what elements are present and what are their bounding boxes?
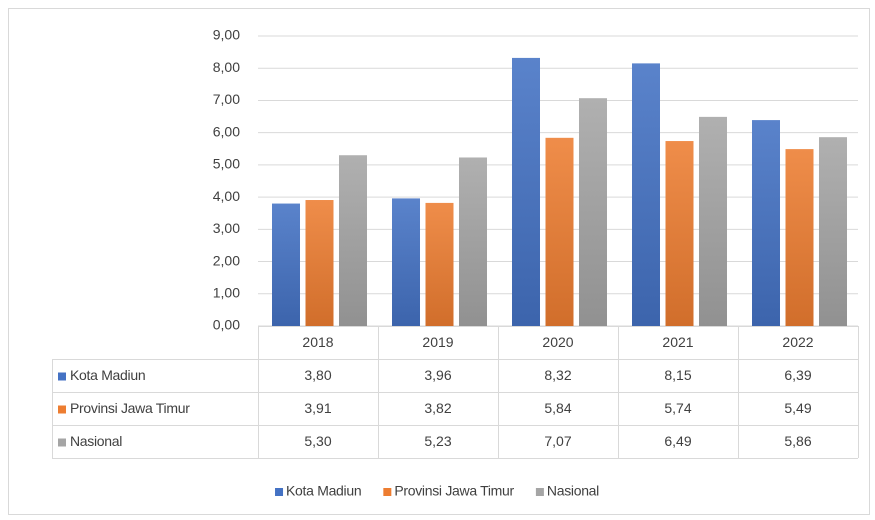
bar bbox=[665, 141, 694, 326]
row-label: Nasional bbox=[70, 433, 122, 449]
legend-key bbox=[535, 488, 544, 496]
table-value: 7,07 bbox=[544, 433, 571, 449]
table-value: 3,80 bbox=[304, 367, 331, 383]
legend-label: Kota Madiun bbox=[286, 483, 361, 499]
bar bbox=[459, 157, 487, 326]
table-value: 6,39 bbox=[784, 367, 811, 383]
bar bbox=[392, 198, 420, 326]
table-value: 5,23 bbox=[424, 433, 451, 449]
table-value: 5,84 bbox=[544, 400, 571, 416]
table-value: 8,15 bbox=[664, 367, 691, 383]
x-tick-label: 2021 bbox=[662, 334, 693, 350]
y-tick-label: 6,00 bbox=[213, 123, 240, 139]
bar bbox=[305, 200, 334, 326]
table-value: 3,91 bbox=[304, 400, 331, 416]
table-value: 6,49 bbox=[664, 433, 691, 449]
y-tick-label: 8,00 bbox=[213, 59, 240, 75]
table-value: 5,30 bbox=[304, 433, 331, 449]
bar bbox=[512, 57, 540, 327]
y-tick-label: 3,00 bbox=[213, 220, 240, 236]
legend-key bbox=[58, 438, 66, 447]
x-tick-label: 2018 bbox=[302, 334, 333, 350]
legend: Kota Madiun Provinsi Jawa Timur Nasional bbox=[275, 483, 599, 499]
legend-key bbox=[58, 372, 66, 381]
y-tick-label: 4,00 bbox=[213, 188, 240, 204]
bar bbox=[752, 120, 780, 326]
table-value: 8,32 bbox=[544, 367, 571, 383]
legend-label: Provinsi Jawa Timur bbox=[394, 483, 514, 499]
legend-label: Nasional bbox=[547, 483, 599, 499]
row-label: Kota Madiun bbox=[70, 367, 145, 383]
bar bbox=[819, 137, 847, 326]
bar bbox=[579, 98, 607, 326]
bar bbox=[545, 137, 574, 326]
table-value: 5,74 bbox=[664, 400, 691, 416]
y-tick-label: 1,00 bbox=[213, 284, 240, 300]
y-tick-label: 9,00 bbox=[213, 27, 240, 43]
legend-key bbox=[383, 488, 392, 496]
bar bbox=[785, 149, 814, 326]
y-tick-label: 7,00 bbox=[213, 91, 240, 107]
table-value: 3,82 bbox=[424, 400, 451, 416]
table-value: 5,86 bbox=[784, 433, 811, 449]
x-tick-label: 2019 bbox=[422, 334, 453, 350]
bar bbox=[339, 155, 367, 326]
y-tick-label: 0,00 bbox=[213, 317, 240, 333]
x-tick-label: 2022 bbox=[782, 334, 813, 350]
y-tick-label: 2,00 bbox=[213, 252, 240, 268]
bar bbox=[425, 202, 454, 326]
table-value: 3,96 bbox=[424, 367, 451, 383]
bar bbox=[632, 63, 660, 327]
x-tick-label: 2020 bbox=[542, 334, 573, 350]
table-value: 5,49 bbox=[784, 400, 811, 416]
legend-key bbox=[275, 488, 284, 496]
row-label: Provinsi Jawa Timur bbox=[70, 400, 190, 416]
legend-key bbox=[58, 405, 66, 414]
bar bbox=[272, 203, 300, 326]
y-tick-label: 5,00 bbox=[213, 156, 240, 172]
bar bbox=[699, 116, 727, 326]
